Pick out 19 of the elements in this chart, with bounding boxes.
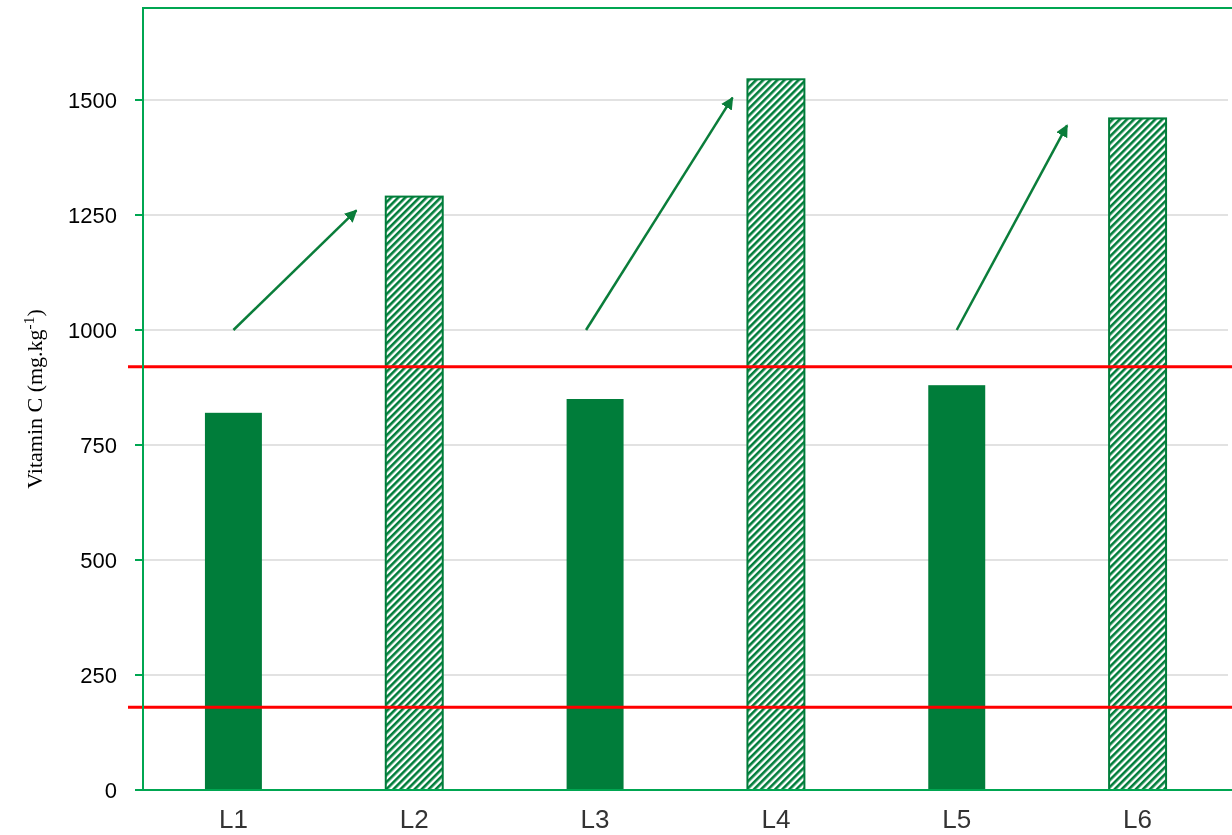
y-tick-label: 250: [80, 662, 117, 688]
bar: [566, 399, 624, 790]
bar: [746, 78, 806, 791]
y-tick-label: 500: [80, 547, 117, 573]
x-tick-label: L1: [218, 804, 248, 834]
x-tick-label: L4: [761, 804, 791, 834]
x-tick-label: L5: [942, 804, 972, 834]
bar: [1108, 117, 1168, 791]
y-tick-label: 0: [104, 777, 117, 803]
bar: [384, 195, 444, 791]
y-tick-label: 1250: [68, 202, 117, 228]
x-tick-label: L6: [1123, 804, 1153, 834]
x-tick-label: L3: [580, 804, 610, 834]
x-tick-label: L2: [399, 804, 429, 834]
y-tick-label: 750: [80, 432, 117, 458]
bar: [928, 385, 986, 790]
y-tick-label: 1500: [68, 87, 117, 113]
y-tick-label: 1000: [68, 317, 117, 343]
bar: [204, 412, 262, 790]
